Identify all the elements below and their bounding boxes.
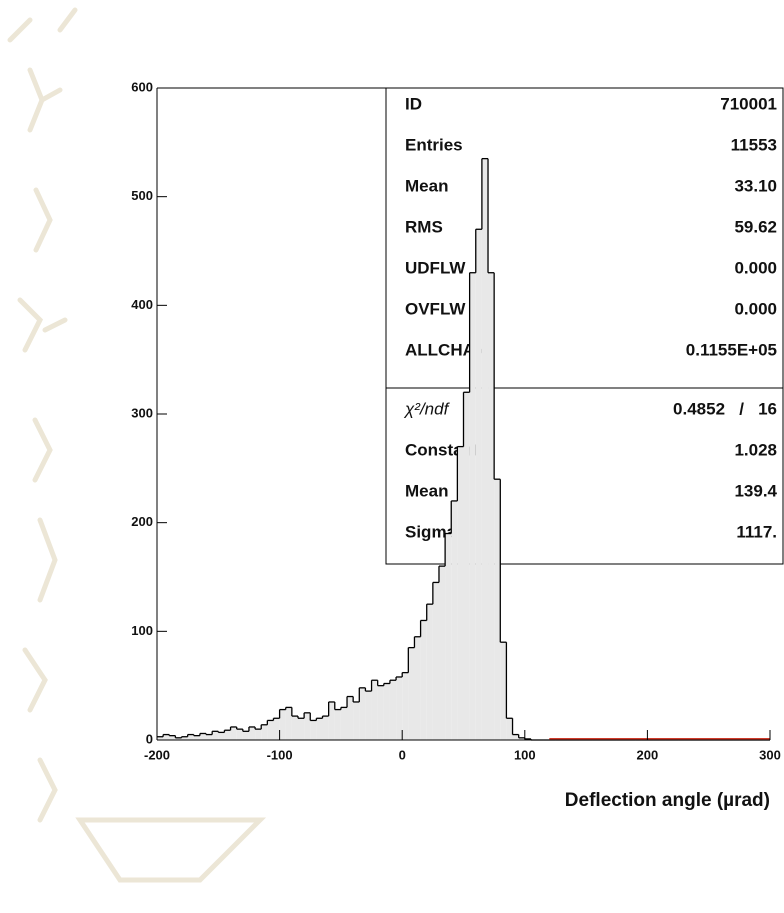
stat-label: ID: [405, 94, 422, 113]
histogram-bar: [377, 685, 384, 740]
fit-stat-value: 1117.: [736, 522, 777, 541]
histogram-bar: [242, 731, 249, 740]
stat-value: 0.000: [734, 299, 777, 318]
stat-label: ALLCHAN: [405, 340, 487, 359]
x-tick-label: -200: [144, 747, 170, 762]
x-tick-label: 0: [399, 747, 406, 762]
stat-value: 33.10: [734, 176, 777, 195]
histogram-bar: [261, 724, 268, 740]
fit-stat-label: Mean: [405, 481, 448, 500]
stat-value: 710001: [720, 94, 777, 113]
stat-label: RMS: [405, 217, 443, 236]
histogram-bar: [163, 734, 170, 740]
histogram-bar: [408, 647, 415, 740]
histogram-bar: [469, 272, 476, 740]
histogram-bar: [457, 446, 464, 740]
x-tick-label: 100: [514, 747, 536, 762]
histogram-bar: [506, 718, 513, 740]
histogram-bar: [304, 712, 311, 740]
histogram-bar: [273, 718, 280, 740]
stats-box: [385, 87, 784, 565]
histogram-bar: [322, 716, 329, 740]
fit-stat-label: Sigma: [405, 522, 457, 541]
stat-value: 0.1155E+05: [686, 340, 777, 359]
histogram-bar: [383, 683, 390, 740]
fit-stat-value: 0.4852 / 16: [673, 399, 777, 418]
histogram-bar: [365, 691, 372, 740]
histogram-bar: [248, 726, 256, 740]
stat-label: OVFLW: [405, 299, 466, 318]
histogram-bar: [481, 158, 489, 741]
histogram-bar: [500, 642, 507, 740]
histogram-bar: [518, 737, 525, 740]
x-tick-label: -100: [267, 747, 293, 762]
histogram-bar: [291, 716, 298, 740]
histogram-bar: [224, 730, 231, 740]
histogram-bar: [193, 735, 200, 740]
histogram-bar: [328, 701, 335, 740]
y-tick-label: 300: [131, 405, 153, 420]
histogram-bar: [255, 729, 262, 740]
histogram-bar: [488, 272, 495, 740]
fit-stat-value: 1.028: [734, 440, 777, 459]
histogram-bar: [475, 229, 482, 740]
histogram-bar: [199, 733, 207, 740]
y-tick-label: 100: [131, 623, 153, 638]
histogram-bar: [218, 732, 225, 740]
y-tick-label: 200: [131, 514, 153, 529]
x-tick-label: 200: [637, 747, 659, 762]
histogram-bar: [402, 672, 409, 740]
background-ornament: [7, 7, 267, 883]
histogram-bar: [432, 582, 439, 740]
y-tick-label: 0: [146, 731, 153, 746]
fit-stat-label: χ²/ndf: [403, 399, 451, 418]
stat-value: 0.000: [734, 258, 777, 277]
histogram-bar: [279, 709, 286, 740]
histogram-bar: [389, 680, 397, 740]
histogram-bar: [267, 720, 274, 740]
histogram-bar: [512, 734, 519, 740]
x-axis-title: Deflection angle (µrad): [565, 790, 770, 811]
histogram-bar: [181, 736, 188, 740]
histogram-bar: [169, 735, 176, 740]
histogram-bar: [285, 707, 292, 740]
histogram-bar: [316, 718, 323, 740]
histogram-bar: [420, 620, 427, 740]
histogram-bar: [347, 696, 354, 740]
histogram-bar: [310, 720, 317, 740]
histogram-bar: [396, 676, 403, 740]
histogram-bar: [353, 701, 360, 740]
histogram-bar: [175, 737, 182, 740]
histogram-bar: [463, 392, 470, 740]
y-tick-label: 600: [131, 79, 153, 94]
histogram-bar: [236, 729, 243, 740]
stat-label: Entries: [405, 135, 463, 154]
histogram-bar: [187, 734, 194, 740]
histogram-bar: [334, 709, 341, 740]
histogram-bar: [438, 566, 446, 740]
histogram-bar: [212, 731, 219, 740]
histogram-bar: [297, 718, 305, 740]
stat-label: UDFLW: [405, 258, 466, 277]
histogram-bar: [206, 734, 213, 740]
x-tick-label: 300: [759, 747, 781, 762]
y-tick-label: 500: [131, 188, 153, 203]
y-tick-label: 400: [131, 297, 153, 312]
histogram-bar: [359, 687, 366, 740]
histogram-bar: [414, 636, 421, 740]
stat-label: Mean: [405, 176, 448, 195]
stat-value: 11553: [731, 135, 777, 154]
histogram-bar: [426, 604, 433, 740]
histogram-bar: [494, 479, 501, 740]
stat-value: 59.62: [734, 217, 777, 236]
histogram-bar: [340, 707, 348, 740]
histogram-bar: [230, 726, 237, 740]
histogram-bar: [445, 533, 452, 740]
histogram-bar: [157, 736, 164, 740]
fit-stat-value: 139.4: [734, 481, 777, 500]
histogram-bar: [451, 500, 458, 740]
histogram-bar: [371, 680, 378, 740]
